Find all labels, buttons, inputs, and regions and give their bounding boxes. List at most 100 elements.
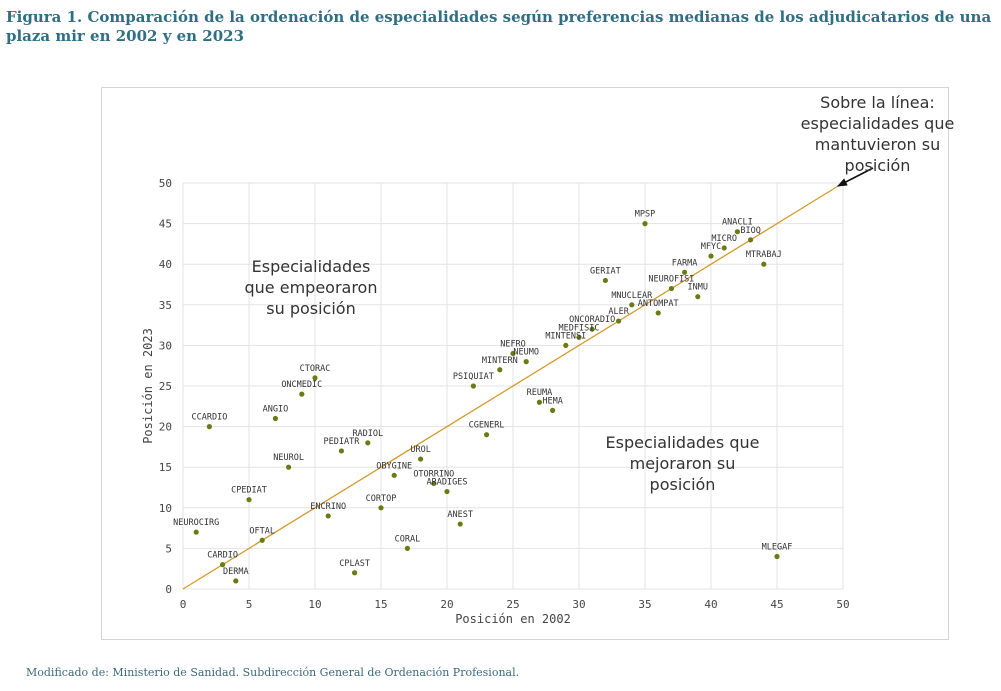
data-label: ALER	[608, 307, 629, 317]
x-tick-label: 40	[704, 598, 717, 611]
data-point	[668, 285, 675, 292]
worsened-note: Especialidades que empeoraron su posició…	[244, 257, 378, 318]
data-label: CARDIO	[207, 551, 238, 561]
data-label: CTORAC	[300, 364, 331, 374]
data-point	[352, 570, 358, 576]
data-label: MICRO	[711, 234, 737, 244]
data-point	[378, 505, 384, 511]
y-axis-label: Posición en 2023	[141, 328, 155, 444]
data-label: CORAL	[395, 534, 421, 544]
data-point	[721, 245, 727, 251]
point-labels: NEUROCIRG CCARDIO CARDIO DERMA CPEDIAT OFTAL A…	[173, 210, 792, 577]
x-tick-label: 20	[440, 598, 453, 611]
data-point	[457, 521, 463, 527]
line-note: Sobre la línea: especialidades que mantu…	[800, 93, 955, 175]
data-point	[629, 302, 635, 308]
data-point	[589, 326, 595, 332]
data-label: NEUROCIRG	[173, 518, 219, 528]
data-label: RADIOL	[352, 429, 383, 439]
data-label: ENCRINO	[310, 502, 346, 512]
data-label: OBYGINE	[376, 461, 412, 471]
data-label: MLEGAF	[762, 543, 793, 553]
data-label: ANACLI	[722, 218, 753, 228]
data-label: BIOQ	[740, 226, 760, 236]
data-point	[774, 553, 780, 560]
data-point	[365, 440, 371, 446]
data-point	[286, 464, 292, 470]
data-label: MFYC	[701, 242, 721, 252]
x-tick-label: 45	[770, 598, 783, 611]
data-label: DERMA	[223, 567, 249, 577]
data-point	[246, 497, 252, 503]
data-point	[444, 488, 450, 495]
data-label: NEUROFISI	[648, 275, 694, 285]
data-point	[642, 221, 648, 227]
data-label: HEMA	[542, 396, 562, 406]
x-tick-label: 10	[308, 598, 321, 611]
data-label: ARADIGES	[427, 478, 468, 488]
y-tick-label: 50	[159, 177, 172, 190]
data-point	[272, 415, 278, 422]
y-tick-labels: 0 5 10 15 20 25 30 35 40 45 50	[159, 177, 172, 596]
x-tick-label: 35	[638, 598, 651, 611]
data-label: MEDFISIC	[559, 323, 600, 333]
source-note: Modificado de: Ministerio de Sanidad. Su…	[26, 666, 520, 679]
data-label: ONCMEDIC	[281, 380, 322, 390]
data-point	[404, 545, 410, 552]
data-label: MINTENSI	[545, 331, 586, 341]
x-tick-label: 25	[506, 598, 519, 611]
x-tick-label: 50	[836, 598, 849, 611]
data-label: ONCORADIO	[569, 315, 615, 325]
data-point	[206, 424, 212, 430]
y-tick-label: 15	[159, 461, 172, 474]
data-point	[470, 383, 476, 389]
y-tick-label: 20	[159, 421, 172, 434]
data-label: MPSP	[635, 210, 655, 220]
x-tick-label: 5	[246, 598, 253, 611]
data-point	[576, 334, 582, 340]
data-point	[748, 237, 754, 243]
y-tick-label: 10	[159, 502, 172, 515]
data-label: UROL	[410, 445, 430, 455]
data-label: FARMA	[672, 258, 698, 268]
data-point	[497, 367, 503, 373]
data-label: CGENERL	[469, 421, 505, 431]
data-point	[299, 391, 305, 397]
data-point	[312, 375, 318, 381]
x-tick-label: 15	[374, 598, 387, 611]
data-label: CORTOP	[366, 494, 397, 504]
y-tick-label: 25	[159, 380, 172, 393]
data-label: PSIQUIAT	[453, 372, 494, 382]
figure-title: Figura 1. Comparación de la ordenación d…	[6, 8, 992, 45]
data-point	[695, 294, 701, 300]
data-point	[484, 432, 490, 438]
data-point	[708, 253, 714, 259]
data-points	[193, 221, 780, 584]
data-point	[233, 578, 239, 584]
reference-line	[182, 182, 844, 590]
data-label: PEDIATR	[323, 437, 360, 447]
data-point	[682, 269, 688, 275]
x-tick-label: 30	[572, 598, 585, 611]
data-label: ANEST	[447, 510, 473, 520]
data-point	[220, 562, 226, 568]
data-label: ANGIO	[263, 404, 289, 414]
data-point	[338, 448, 344, 454]
data-point	[655, 310, 661, 316]
data-label: CPLAST	[339, 559, 370, 569]
data-point	[418, 456, 424, 462]
y-tick-label: 30	[159, 339, 172, 352]
data-label: NEFRO	[500, 340, 526, 350]
data-point	[391, 472, 397, 478]
data-point	[550, 407, 556, 413]
data-point	[510, 350, 516, 357]
grid-lines	[182, 182, 844, 590]
x-axis-label: Posición en 2002	[455, 612, 571, 626]
data-label: INMU	[688, 283, 708, 293]
data-label: CCARDIO	[191, 413, 227, 423]
y-tick-label: 5	[165, 542, 172, 555]
y-tick-label: 0	[165, 583, 172, 596]
data-point	[431, 480, 437, 487]
y-tick-label: 35	[159, 299, 172, 312]
